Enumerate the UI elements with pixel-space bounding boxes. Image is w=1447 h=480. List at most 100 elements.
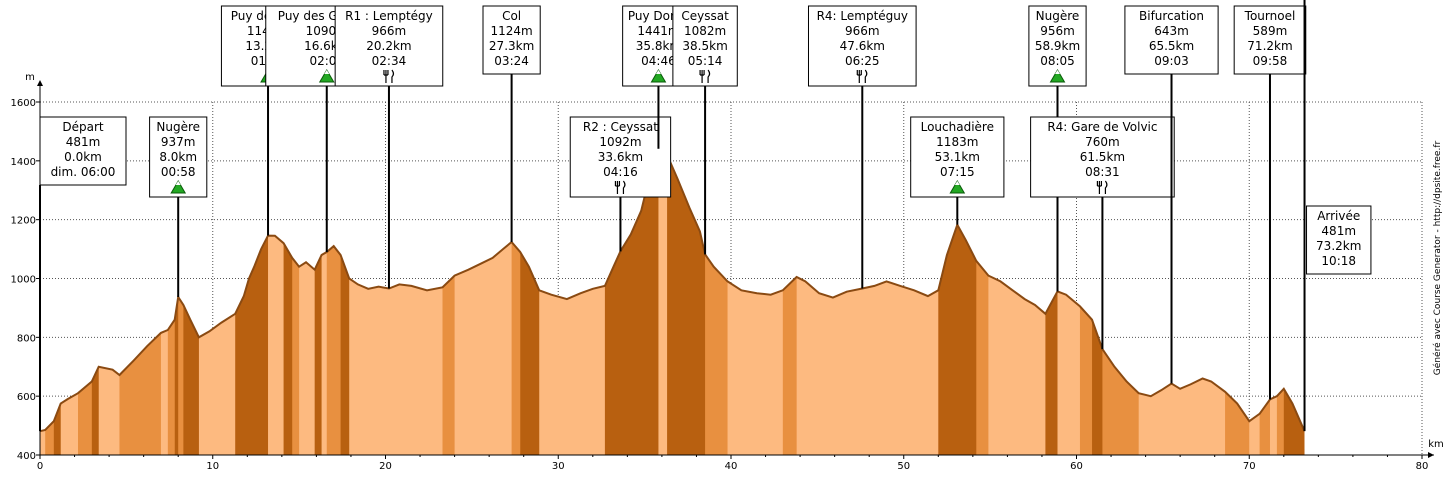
chart-axes: 0 10 20 30 40 50 60 70 80 400 600 800 1000 1200 1400 16…	[11, 72, 1444, 472]
profile-segment	[333, 148, 342, 455]
waypoint-label: 966m	[845, 24, 880, 38]
waypoint-label: Ceyssat	[681, 9, 729, 23]
profile-segment	[306, 148, 316, 455]
waypoint-box	[334, 5, 444, 87]
knife-icon	[864, 69, 868, 83]
profile-segment	[268, 148, 276, 455]
waypoint-label: 38.5km	[682, 39, 727, 53]
profile-segment	[620, 148, 632, 455]
knife-icon	[391, 69, 395, 83]
profile-segment	[689, 148, 701, 455]
waypoint-label: 1124m	[490, 24, 532, 38]
profile-segment	[927, 148, 939, 455]
waypoint-label: 643m	[1154, 24, 1189, 38]
waypoint-label: 35.8km	[636, 39, 681, 53]
profile-segment	[340, 148, 350, 455]
waypoint-label: R4: Gare de Volvic	[1047, 120, 1157, 134]
waypoint-label: 760m	[1085, 135, 1120, 149]
y-tick-label: 600	[17, 392, 36, 403]
summit-icon	[949, 180, 966, 194]
profile-segment	[368, 148, 380, 455]
summit-icon	[318, 69, 335, 83]
fork-icon	[1096, 181, 1103, 194]
waypoint-label: 58.9km	[1035, 39, 1080, 53]
summit-icon	[650, 69, 667, 83]
profile-segment	[321, 148, 328, 455]
profile-segment	[349, 148, 359, 455]
waypoint-label: 61.5km	[1080, 150, 1125, 164]
waypoint-box	[482, 5, 541, 75]
x-tick-label: 20	[379, 461, 392, 472]
x-tick-label: 60	[1070, 461, 1083, 472]
waypoint-label: 06:25	[845, 54, 880, 68]
profile-segment	[314, 148, 323, 455]
waypoint-box	[569, 116, 672, 198]
profile-segment	[957, 148, 967, 455]
x-tick-label: 80	[1416, 461, 1429, 472]
waypoint-label: 73.2km	[1316, 239, 1361, 253]
profile-segment	[378, 148, 390, 455]
credit-text: Généré avec Course Generator - http://dp…	[1432, 141, 1443, 376]
profile-segment	[649, 148, 660, 455]
profile-segment	[630, 148, 642, 455]
x-tick-label: 40	[725, 461, 738, 472]
profile-segment	[1057, 148, 1067, 455]
waypoint-label: 53.1km	[935, 150, 980, 164]
waypoint-label: 937m	[161, 135, 196, 149]
waypoint-label: 27.3km	[489, 39, 534, 53]
waypoint-box	[1030, 116, 1175, 198]
profile-segment	[283, 148, 293, 455]
fork-icon	[699, 70, 705, 83]
profile-segment	[613, 148, 622, 455]
waypoint-box	[1233, 5, 1307, 75]
profile-segment	[520, 148, 530, 455]
y-tick-label: 1000	[11, 275, 36, 286]
y-axis-label: m	[25, 72, 35, 83]
waypoint-box	[39, 116, 127, 186]
x-tick-label: 50	[897, 461, 910, 472]
waypoint-label: 07:15	[940, 165, 975, 179]
waypoint-label: 47.6km	[840, 39, 885, 53]
y-tick-label: 1600	[11, 98, 36, 109]
waypoint-label: R4: Lemptéguy	[817, 9, 908, 23]
profile-segment	[261, 148, 269, 455]
x-tick-label: 10	[206, 461, 219, 472]
waypoint-label: Louchadière	[921, 120, 994, 134]
waypoint-label: Col	[502, 9, 521, 23]
waypoint-label: 02:34	[372, 54, 407, 68]
waypoint-box	[1306, 205, 1372, 275]
y-tick-label: 1200	[11, 216, 36, 227]
waypoint-label: 33.6km	[598, 150, 643, 164]
waypoint-label: 08:05	[1040, 54, 1075, 68]
waypoint-label: 956m	[1040, 24, 1075, 38]
waypoint-label: 05:14	[688, 54, 723, 68]
profile-segment	[938, 148, 948, 455]
waypoint-label: R2 : Ceyssat	[583, 120, 658, 134]
waypoint-box	[807, 5, 917, 87]
x-axis-label: km	[1428, 439, 1444, 450]
waypoint-label: Bifurcation	[1139, 9, 1204, 23]
profile-segment	[357, 148, 369, 455]
y-axis-arrow	[37, 80, 43, 86]
summit-snow	[324, 70, 330, 74]
x-tick-label: 30	[552, 461, 565, 472]
waypoint-label: Arrivée	[1317, 209, 1360, 223]
summit-snow	[655, 70, 661, 74]
waypoint-label: 08:31	[1085, 165, 1120, 179]
profile-segment	[388, 148, 400, 455]
waypoint-label: 1092m	[599, 135, 641, 149]
summit-icon	[170, 180, 187, 194]
profile-segment	[699, 148, 706, 455]
waypoint-label: 966m	[372, 24, 407, 38]
y-tick-label: 1400	[11, 157, 36, 168]
y-tick-label: 400	[17, 451, 36, 462]
y-tick-label: 800	[17, 333, 36, 344]
